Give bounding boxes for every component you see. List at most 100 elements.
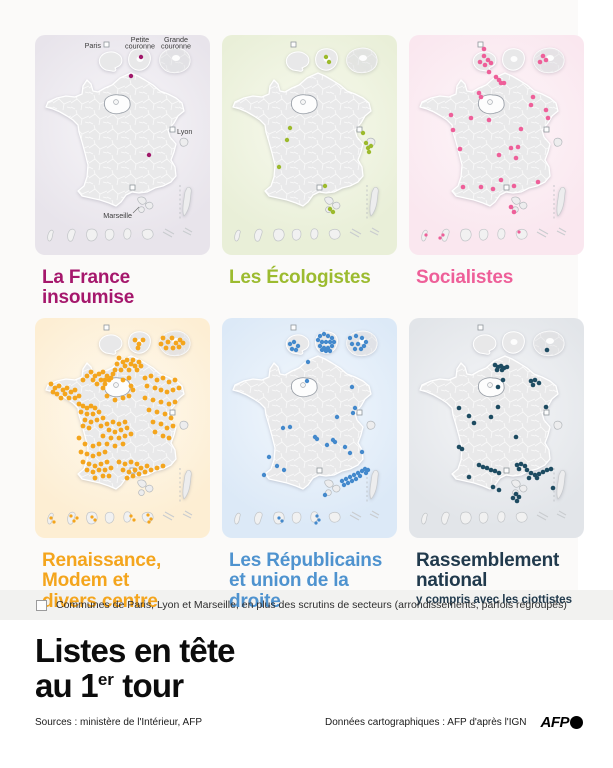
city-sector-square-icon: [290, 324, 297, 331]
title-line2-pre: au 1: [35, 666, 99, 704]
city-sector-square-icon: [103, 324, 110, 331]
corsica-shape: [556, 470, 566, 500]
city-sector-square-icon: [477, 41, 484, 48]
map-title-lfi: La France insoumise: [35, 255, 210, 318]
marseille-label: Marseille: [103, 211, 132, 220]
footer-right: Données cartographiques : AFP d'après l'…: [325, 714, 583, 731]
overseas-territory-shape: [369, 227, 380, 236]
overseas-territory-shape: [273, 228, 285, 242]
petite-couronne-label: Petite: [131, 35, 149, 44]
map-title-text: Socialistes: [416, 267, 514, 288]
overseas-territory-shape: [460, 511, 472, 525]
svg-text:couronne: couronne: [161, 42, 191, 51]
overseas-territories: [234, 510, 380, 525]
marseille-sectors-shape: [145, 201, 154, 210]
marseille-sectors-shape: [519, 201, 528, 210]
paris-inset-shape: [472, 51, 497, 72]
map-title-soc: Socialistes: [409, 255, 584, 318]
overseas-territory-shape: [349, 511, 362, 521]
grande-couronne-label: Grande: [164, 35, 188, 44]
commune-dots: [48, 335, 186, 524]
overseas-territory-shape: [536, 511, 549, 521]
commune-dots: [261, 331, 371, 525]
overseas-territory-shape: [234, 512, 241, 525]
map-shapes: [419, 330, 566, 500]
map-title-ren: Renaissance, Modem et divers centre: [35, 538, 210, 625]
overseas-territory-shape: [515, 511, 528, 523]
paris-inset-shape: [285, 51, 310, 72]
marseille-sectors-shape: [138, 206, 145, 213]
overseas-territory-shape: [556, 510, 567, 519]
overseas-territory-shape: [104, 228, 115, 241]
overseas-territories: [47, 510, 193, 525]
overseas-territory-shape: [328, 228, 341, 240]
overseas-territory-shape: [123, 511, 132, 523]
title-block: Listes en tête au 1er tour: [0, 620, 613, 704]
overseas-territory-shape: [441, 511, 450, 525]
city-sector-square-icon: [543, 126, 550, 133]
city-sector-square-icon: [503, 467, 510, 474]
lyon-sectors-shape: [553, 420, 563, 430]
overseas-territory-shape: [86, 228, 98, 242]
paris-inset-shape: [472, 334, 497, 355]
map-shapes: [419, 47, 566, 217]
footer: Sources : ministère de l'Intérieur, AFP …: [0, 714, 613, 731]
lyon-sectors-shape: [366, 420, 376, 430]
france-map-ren: [45, 324, 193, 525]
overseas-territory-shape: [310, 228, 319, 240]
marseille-sectors-shape: [137, 479, 147, 488]
paris-label: Paris: [85, 41, 102, 50]
city-sector-square-icon: [290, 41, 297, 48]
marseille-pointer-line: [132, 206, 140, 214]
overseas-territory-shape: [478, 228, 489, 241]
city-sector-square-icon: [316, 467, 323, 474]
grande-couronne-hole: [172, 55, 180, 61]
city-sector-square-icon: [503, 184, 510, 191]
city-sector-square-icon: [129, 184, 136, 191]
corsica-shape: [369, 187, 379, 217]
legend-bar: Communes de Paris, Lyon et Marseille, en…: [0, 590, 613, 620]
title-line2-post: tour: [113, 666, 184, 704]
map-tile-lfi: Paris Petite couronne Grande couronne Lyon Mar…: [35, 35, 210, 255]
corsica-shape: [182, 470, 192, 500]
marseille-sectors-shape: [519, 484, 528, 493]
petite-couronne-hole: [510, 56, 518, 62]
svg-text:couronne: couronne: [125, 42, 155, 51]
afp-logo: AFP: [541, 714, 583, 731]
overseas-territory-shape: [497, 511, 506, 523]
marseille-sectors-shape: [511, 196, 521, 205]
map-title-text: La France insoumise: [42, 267, 135, 309]
corsica-shape: [369, 470, 379, 500]
paris-inset-shape: [98, 51, 123, 72]
marseille-sectors-shape: [511, 479, 521, 488]
page-title: Listes en tête au 1er tour: [35, 633, 613, 704]
overseas-territory-shape: [497, 228, 506, 240]
overseas-territory-shape: [182, 227, 193, 236]
map-shapes: [45, 47, 192, 217]
map-card-ren: Renaissance, Modem et divers centre: [35, 318, 210, 625]
paris-commune-shape: [300, 99, 306, 105]
marseille-sectors-shape: [332, 484, 341, 493]
overseas-territory-shape: [104, 511, 115, 524]
overseas-territories: [421, 227, 567, 242]
overseas-territory-shape: [254, 511, 263, 525]
overseas-territory-shape: [556, 227, 567, 236]
paris-commune-shape: [113, 382, 119, 388]
paris-commune-shape: [113, 99, 119, 105]
city-sector-square-icon: [543, 409, 550, 416]
overseas-territory-shape: [291, 228, 302, 241]
marseille-sectors-shape: [332, 201, 341, 210]
overseas-territory-shape: [478, 511, 489, 524]
lyon-label: Lyon: [177, 127, 192, 136]
france-map-lfi: ParisPetitecouronneGrandecouronneLyonMar…: [45, 35, 193, 242]
sources-text: Sources : ministère de l'Intérieur, AFP: [35, 716, 202, 728]
paris-commune-shape: [300, 382, 306, 388]
map-card-lr: Les Républicains et union de la droite: [222, 318, 397, 625]
lyon-sectors-shape: [179, 137, 189, 147]
overseas-territory-shape: [162, 228, 175, 238]
city-sector-square-icon: [169, 409, 176, 416]
overseas-territory-shape: [141, 228, 154, 240]
map-tile-rn: [409, 318, 584, 538]
city-sector-square-icon: [477, 324, 484, 331]
